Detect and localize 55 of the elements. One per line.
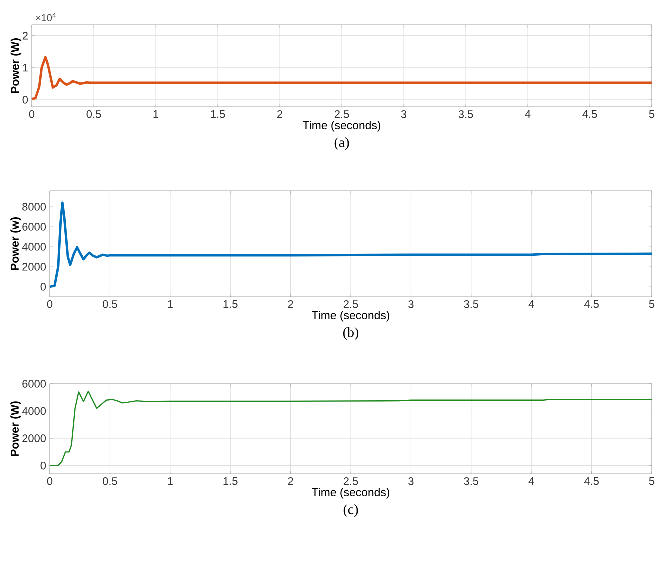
x-axis-title: Time (seconds) [312,311,390,322]
x-tick-label: 3.5 [464,300,479,308]
x-tick-label: 1.5 [224,478,238,486]
x-tick-label: 2 [288,300,294,308]
text: (b) [343,328,359,340]
x-tick-label: 3 [401,110,407,118]
x-tick-label: 2 [278,110,282,118]
x-tick-label: 3.5 [458,110,474,118]
x-tick-label: 3.5 [464,478,479,486]
y-tick-label: 6000 [22,380,46,388]
x-tick-label: 2.5 [344,478,358,486]
x-tick-label: 4 [528,478,534,486]
x-tick-label: 1.5 [211,110,226,118]
x-axis-title: Time (seconds) [302,121,381,132]
x-tick-label: 0.5 [103,478,118,486]
x-tick-label: 0.5 [86,110,102,118]
text: (c) [344,504,358,518]
x-axis-title: Time (seconds) [312,488,390,499]
y-tick-label: 2 [22,32,28,40]
x-tick-label: 0.5 [103,300,118,308]
x-tick-label: 4.5 [582,110,598,118]
y-tick-label: 8000 [22,203,46,211]
y-axis-title: Power (W) [10,38,22,94]
y-tick-label: 1 [23,64,28,72]
x-tick-label: 4 [525,110,531,118]
x-tick-label: 2.5 [344,300,358,308]
x-tick-label: 3 [408,300,414,308]
x-tick-label: 2 [288,478,294,486]
x-tick-label: 0 [47,478,53,486]
x-tick-label: 0 [47,300,53,308]
x-tick-label: 5 [649,110,655,118]
text: ×10$^{4}$ [36,12,56,22]
x-tick-label: 4.5 [584,300,599,308]
y-tick-label: 0 [22,96,28,104]
x-tick-label: 5 [649,478,655,486]
x-tick-label: 1.5 [224,300,238,308]
y-tick-label: 0 [40,462,46,470]
x-tick-label: 2.5 [334,110,350,118]
x-tick-label: 1 [154,110,159,118]
line-series [49,390,653,466]
y-axis-title: Power (W) [10,402,22,456]
x-tick-label: 4 [528,300,534,308]
y-tick-label: 2000 [22,434,46,442]
y-axis-title: Power (w) [10,218,22,270]
y-tick-label: 4000 [22,407,46,416]
text: (a) [334,137,350,150]
y-tick-label: 0 [40,283,46,291]
y-tick-label: 4000 [22,243,46,251]
y-tick-label: 6000 [22,223,46,231]
x-tick-label: 3 [408,478,414,486]
y-tick-label: 2000 [22,263,46,271]
x-tick-label: 4.5 [584,478,599,486]
x-tick-label: 1 [168,478,173,486]
x-tick-label: 5 [649,300,655,308]
x-tick-label: 1 [168,300,173,308]
